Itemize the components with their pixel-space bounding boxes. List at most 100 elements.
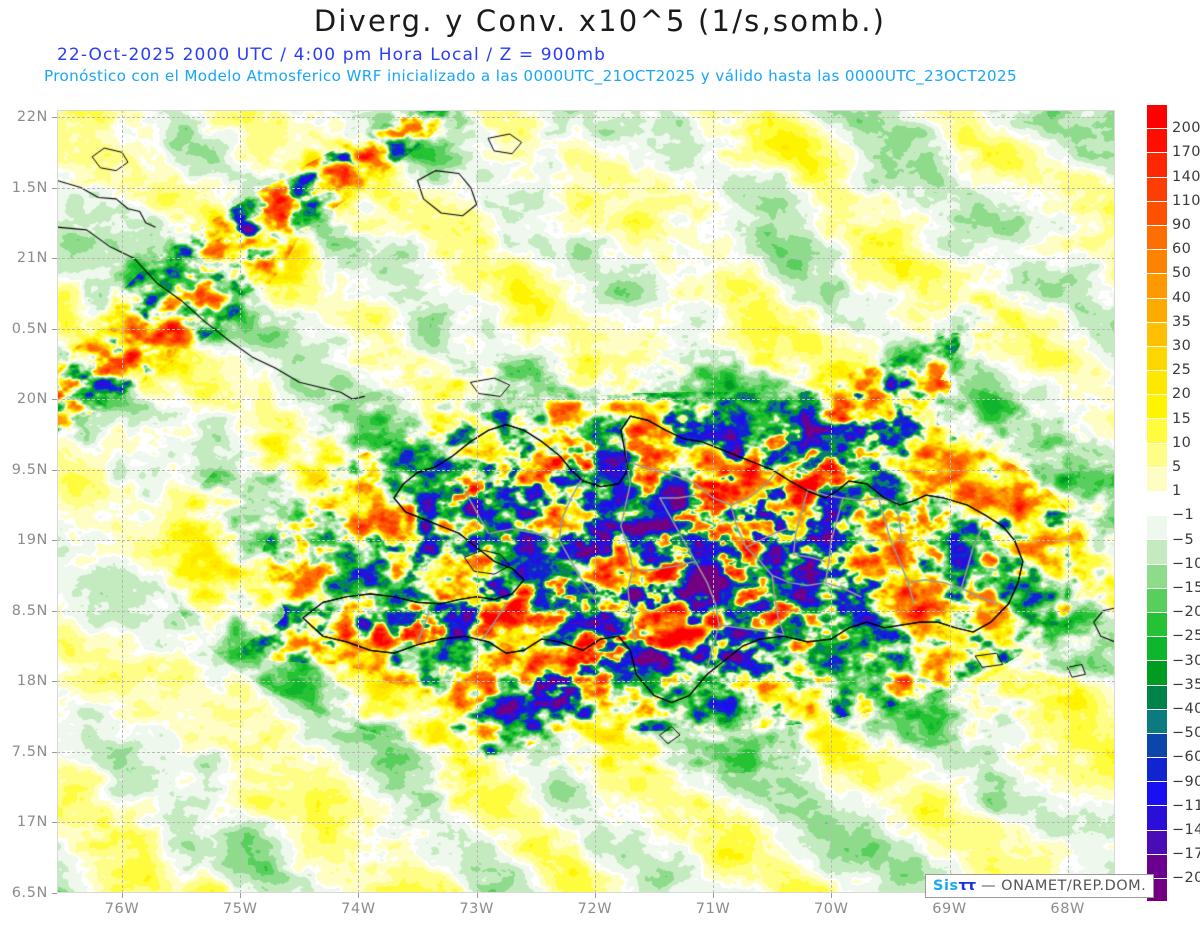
colorbar-segment[interactable] bbox=[1146, 418, 1168, 443]
colorbar-segment[interactable] bbox=[1146, 466, 1168, 491]
colorbar-tick-label: 20 bbox=[1172, 386, 1192, 403]
colorbar-segment[interactable] bbox=[1146, 273, 1168, 298]
latitude-tick bbox=[52, 540, 57, 542]
latitude-label: 8.5N bbox=[11, 602, 48, 619]
longitude-label: 76W bbox=[104, 901, 140, 917]
latitude-label: 17N bbox=[16, 814, 48, 831]
colorbar-segment[interactable] bbox=[1146, 853, 1168, 878]
gridline-horizontal bbox=[57, 681, 1115, 683]
map-plot-area[interactable] bbox=[57, 110, 1115, 893]
colorbar-tick-label: 15 bbox=[1172, 410, 1192, 427]
gridline-horizontal bbox=[57, 540, 1115, 542]
colorbar-segment[interactable] bbox=[1146, 224, 1168, 250]
longitude-label: 73W bbox=[459, 901, 494, 917]
colorbar-tick-label: 110 bbox=[1172, 192, 1200, 209]
colorbar-tick-label: 25 bbox=[1172, 362, 1192, 379]
longitude-tick bbox=[831, 893, 833, 898]
gridline-horizontal bbox=[57, 751, 1115, 753]
gridline-vertical bbox=[594, 110, 596, 893]
gridline-horizontal bbox=[57, 469, 1115, 471]
colorbar-tick-label: −25 bbox=[1172, 628, 1200, 645]
colorbar-segment[interactable] bbox=[1146, 515, 1168, 540]
latitude-tick bbox=[52, 893, 57, 894]
subtitle-datetime: 22-Oct-2025 2000 UTC / 4:00 pm Hora Loca… bbox=[57, 45, 607, 65]
logo-tau-icon: ττ bbox=[958, 878, 976, 894]
gridline-vertical bbox=[713, 110, 715, 893]
latitude-label: 19N bbox=[16, 532, 48, 549]
gridline-vertical bbox=[1067, 110, 1069, 893]
colorbar-segment[interactable] bbox=[1146, 176, 1168, 201]
latitude-tick bbox=[52, 681, 57, 683]
colorbar-segment[interactable] bbox=[1146, 442, 1168, 467]
colorbar-segment[interactable] bbox=[1146, 370, 1168, 395]
latitude-label: 21N bbox=[16, 250, 48, 267]
colorbar-segment[interactable] bbox=[1146, 152, 1168, 177]
colorbar-segment[interactable] bbox=[1146, 611, 1168, 637]
gridline-horizontal bbox=[57, 258, 1115, 260]
longitude-tick bbox=[476, 893, 478, 898]
colorbar-segment[interactable] bbox=[1146, 829, 1168, 854]
colorbar-segment[interactable] bbox=[1146, 249, 1168, 274]
colorbar-segment[interactable] bbox=[1146, 805, 1168, 830]
colorbar-tick-label: −30 bbox=[1172, 652, 1200, 669]
longitude-label: 69W bbox=[932, 901, 967, 917]
colorbar-segment[interactable] bbox=[1146, 104, 1168, 129]
longitude-tick bbox=[358, 893, 360, 898]
longitude-tick bbox=[240, 893, 242, 898]
colorbar-segment[interactable] bbox=[1146, 345, 1168, 371]
longitude-tick bbox=[713, 893, 715, 898]
colorbar-tick-label: −1 bbox=[1172, 507, 1195, 524]
longitude-label: 71W bbox=[695, 901, 731, 917]
colorbar-segment[interactable] bbox=[1146, 394, 1168, 419]
colorbar-tick-label: 200 bbox=[1172, 120, 1200, 137]
colorbar-segment[interactable] bbox=[1146, 563, 1168, 588]
latitude-label: 7.5N bbox=[11, 743, 48, 760]
colorbar-segment[interactable] bbox=[1146, 587, 1168, 612]
colorbar-tick-label: 40 bbox=[1172, 289, 1192, 306]
latitude-label: 1.5N bbox=[11, 179, 48, 196]
latitude-tick bbox=[52, 610, 57, 612]
gridline-horizontal bbox=[57, 610, 1115, 612]
colorbar-segment[interactable] bbox=[1146, 684, 1168, 709]
gridline-horizontal bbox=[57, 187, 1115, 189]
colorbar-tick-label: 170 bbox=[1172, 144, 1200, 161]
gridline-vertical bbox=[122, 110, 124, 893]
colorbar-tick-label: 5 bbox=[1172, 459, 1182, 475]
gridline-vertical bbox=[476, 110, 478, 893]
colorbar-tick-label: −50 bbox=[1172, 725, 1200, 742]
colorbar-segment[interactable] bbox=[1146, 491, 1168, 516]
colorbar-segment[interactable] bbox=[1146, 757, 1168, 782]
colorbar-segment[interactable] bbox=[1146, 539, 1168, 564]
latitude-tick bbox=[52, 187, 57, 189]
colorbar-tick-label: 90 bbox=[1172, 217, 1192, 233]
colorbar-tick-label: −200 bbox=[1172, 870, 1200, 887]
latitude-tick bbox=[52, 117, 57, 119]
colorbar-segment[interactable] bbox=[1146, 660, 1168, 685]
colorbar[interactable] bbox=[1146, 104, 1168, 903]
colorbar-segment[interactable] bbox=[1146, 297, 1168, 322]
colorbar-tick-label: 30 bbox=[1172, 338, 1192, 354]
latitude-label: 0.5N bbox=[11, 320, 48, 337]
colorbar-segment[interactable] bbox=[1146, 732, 1168, 758]
colorbar-tick-label: 60 bbox=[1172, 241, 1192, 258]
colorbar-tick-label: −60 bbox=[1172, 749, 1200, 766]
latitude-tick bbox=[52, 399, 57, 401]
colorbar-tick-label: −170 bbox=[1172, 846, 1200, 863]
colorbar-segment[interactable] bbox=[1146, 781, 1168, 806]
colorbar-segment[interactable] bbox=[1146, 200, 1168, 225]
page-title: Diverg. y Conv. x10^5 (1/s,somb.) bbox=[313, 4, 887, 38]
latitude-label: 6.5N bbox=[11, 885, 48, 901]
latitude-tick bbox=[52, 469, 57, 471]
subtitle-model-info: Pronóstico con el Modelo Atmosferico WRF… bbox=[44, 67, 1017, 85]
longitude-label: 68W bbox=[1050, 901, 1085, 917]
colorbar-segment[interactable] bbox=[1146, 128, 1168, 153]
colorbar-segment[interactable] bbox=[1146, 636, 1168, 661]
latitude-label: 9.5N bbox=[11, 461, 48, 478]
colorbar-segment[interactable] bbox=[1146, 321, 1168, 346]
longitude-tick bbox=[594, 893, 596, 898]
colorbar-segment[interactable] bbox=[1146, 708, 1168, 733]
colorbar-tick-label: −20 bbox=[1172, 604, 1200, 621]
colorbar-tick-label: −90 bbox=[1172, 773, 1200, 790]
gridline-vertical bbox=[949, 110, 951, 893]
colorbar-tick-label: 140 bbox=[1172, 168, 1200, 185]
